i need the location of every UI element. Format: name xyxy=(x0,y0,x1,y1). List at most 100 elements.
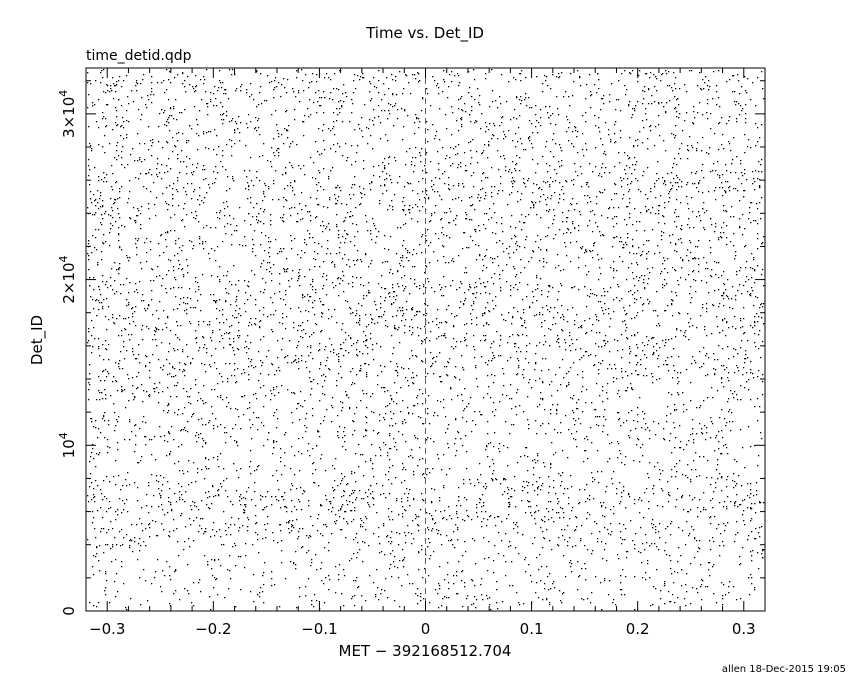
data-point xyxy=(300,257,302,259)
data-point xyxy=(369,81,371,83)
data-point xyxy=(736,118,738,120)
data-point xyxy=(250,157,252,159)
data-point xyxy=(629,72,631,74)
data-point xyxy=(342,504,344,506)
data-point xyxy=(120,351,122,353)
data-point xyxy=(552,139,554,141)
data-point xyxy=(726,123,728,125)
data-point xyxy=(758,316,760,318)
data-point xyxy=(512,317,514,319)
data-point xyxy=(408,493,410,495)
data-point xyxy=(722,437,724,439)
data-point xyxy=(649,272,651,274)
data-point xyxy=(523,481,525,483)
data-point xyxy=(490,609,492,611)
data-point xyxy=(388,516,390,518)
data-point xyxy=(525,93,527,95)
data-point xyxy=(383,523,385,525)
data-point xyxy=(708,80,710,82)
data-point xyxy=(595,147,597,149)
data-point xyxy=(375,228,377,230)
data-point xyxy=(250,361,252,363)
data-point xyxy=(718,524,720,526)
data-point xyxy=(666,73,668,75)
data-point xyxy=(126,137,128,139)
data-point xyxy=(345,332,347,334)
data-point xyxy=(168,403,170,405)
data-point xyxy=(411,309,413,311)
data-point xyxy=(539,187,541,189)
data-point xyxy=(681,181,683,183)
data-point xyxy=(520,259,522,261)
data-point xyxy=(239,527,241,529)
data-point xyxy=(617,340,619,342)
data-point xyxy=(441,232,443,234)
data-point xyxy=(590,95,592,97)
data-point xyxy=(590,289,592,291)
data-point xyxy=(373,498,375,500)
data-point xyxy=(659,378,661,380)
data-point xyxy=(631,117,633,119)
data-point xyxy=(674,96,676,98)
data-point xyxy=(473,303,475,305)
data-point xyxy=(592,550,594,552)
data-point xyxy=(751,531,753,533)
data-point xyxy=(319,400,321,402)
data-point xyxy=(271,329,273,331)
data-point xyxy=(130,154,132,156)
data-point xyxy=(626,420,628,422)
data-point xyxy=(177,308,179,310)
data-point xyxy=(629,362,631,364)
data-point xyxy=(439,139,441,141)
data-point xyxy=(88,269,90,271)
data-point xyxy=(174,493,176,495)
data-point xyxy=(116,419,118,421)
data-point xyxy=(358,586,360,588)
data-point xyxy=(453,348,455,350)
data-point xyxy=(209,496,211,498)
data-point xyxy=(221,376,223,378)
data-point xyxy=(134,160,136,162)
data-point xyxy=(162,278,164,280)
data-point xyxy=(295,551,297,553)
data-point xyxy=(613,237,615,239)
data-point xyxy=(185,303,187,305)
data-point xyxy=(230,224,232,226)
data-point xyxy=(443,256,445,258)
data-point xyxy=(287,185,289,187)
data-point xyxy=(246,89,248,91)
data-point xyxy=(290,561,292,563)
data-point xyxy=(356,322,358,324)
data-point xyxy=(481,414,483,416)
data-point xyxy=(481,113,483,115)
data-point xyxy=(102,205,104,207)
data-point xyxy=(340,242,342,244)
data-point xyxy=(145,545,147,547)
data-point xyxy=(728,592,730,594)
data-point xyxy=(563,269,565,271)
data-point xyxy=(460,118,462,120)
data-point xyxy=(214,250,216,252)
data-point xyxy=(496,581,498,583)
data-point xyxy=(590,211,592,213)
data-point xyxy=(550,88,552,90)
data-point xyxy=(464,300,466,302)
data-point xyxy=(374,323,376,325)
data-point xyxy=(705,586,707,588)
data-point xyxy=(443,79,445,81)
data-point xyxy=(125,318,127,320)
data-point xyxy=(189,321,191,323)
data-point xyxy=(128,378,130,380)
data-point xyxy=(401,260,403,262)
data-point xyxy=(507,493,509,495)
data-point xyxy=(670,534,672,536)
data-point xyxy=(713,163,715,165)
data-point xyxy=(343,605,345,607)
data-point xyxy=(245,543,247,545)
data-point xyxy=(694,538,696,540)
data-point xyxy=(557,339,559,341)
data-point xyxy=(283,248,285,250)
data-point xyxy=(461,283,463,285)
data-point xyxy=(601,471,603,473)
data-point xyxy=(701,170,703,172)
